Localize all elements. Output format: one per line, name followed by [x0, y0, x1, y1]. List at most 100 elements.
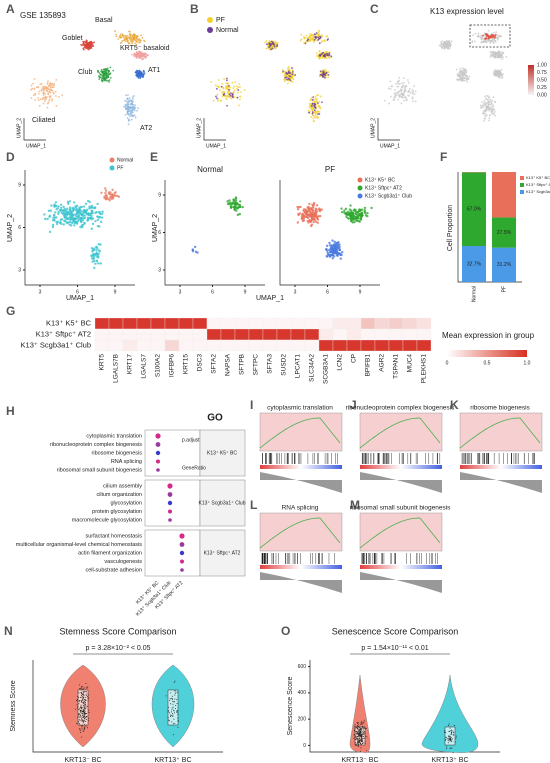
cell-point: [81, 219, 85, 222]
cell-point: [498, 56, 501, 59]
cell-point: [126, 113, 129, 115]
legend-swatch: [357, 177, 363, 183]
cell-point: [226, 202, 230, 206]
jitter-point: [83, 705, 85, 707]
jitter-point: [362, 742, 364, 744]
cell-point: [126, 38, 128, 41]
cell-point: [303, 42, 305, 44]
cell-point: [465, 69, 468, 72]
heat-cell: [164, 339, 180, 352]
jitter-point: [79, 708, 81, 710]
cell-point: [136, 72, 139, 75]
x-tick-label: Normal: [471, 286, 477, 302]
cell-point: [65, 221, 68, 224]
jitter-point: [453, 724, 455, 726]
cell-point: [481, 112, 484, 115]
cell-point: [98, 78, 101, 80]
cell-point: [358, 210, 361, 213]
cell-point: [100, 77, 103, 80]
jitter-point: [82, 719, 84, 721]
cell-point: [216, 87, 218, 90]
cell-point: [104, 191, 107, 195]
cell-point: [327, 71, 330, 74]
heat-cell: [178, 339, 194, 352]
cell-point: [414, 100, 417, 103]
group-box: [199, 529, 246, 577]
gene-label: LPCAT1: [295, 354, 302, 378]
heat-cell: [164, 328, 180, 341]
cell-point: [313, 102, 316, 105]
cell-point: [352, 214, 355, 218]
cell-point: [132, 38, 135, 41]
panel-title: RNA splicing: [282, 505, 319, 512]
jitter-point: [354, 738, 356, 740]
go-term: protein glycosylation: [92, 509, 142, 515]
panel-label: L: [250, 498, 257, 512]
go-term: actin filament organization: [78, 550, 142, 556]
cell-point: [92, 41, 94, 44]
jitter-point: [80, 696, 82, 698]
cell-point: [103, 68, 106, 71]
cell-point: [124, 105, 127, 108]
cell-point: [99, 212, 102, 216]
heat-cell: [290, 328, 306, 341]
cell-point: [73, 201, 76, 204]
jitter-point: [444, 730, 446, 732]
gene-label: SFTA2: [211, 354, 218, 374]
jitter-point: [358, 729, 360, 731]
colorbar-tick: 0.75: [537, 70, 547, 76]
x-tick-label: KRT13⁺ BC: [154, 757, 191, 763]
jitter-point: [447, 739, 449, 741]
jitter-point: [450, 733, 452, 735]
jitter-point: [356, 743, 358, 745]
heat-cell: [276, 317, 292, 330]
gene-label: IGFBP6: [169, 354, 176, 378]
heat-cell: [122, 317, 138, 330]
cell-point: [285, 72, 288, 74]
cell-point: [111, 188, 114, 192]
colorbar-tick: 0.5: [484, 360, 491, 366]
cell-point: [461, 67, 464, 69]
cell-point: [399, 88, 402, 91]
jitter-point: [171, 721, 173, 723]
cell-point: [229, 86, 231, 89]
cell-point: [237, 91, 239, 94]
cell-point: [317, 104, 320, 107]
cell-point: [67, 202, 70, 206]
cell-point: [38, 92, 40, 95]
cell-point: [58, 209, 62, 212]
jitter-point: [452, 752, 454, 754]
cell-point: [89, 213, 92, 216]
legend-swatch: [520, 176, 524, 180]
subtitle: Normal: [197, 165, 223, 174]
cell-point: [309, 102, 312, 105]
cell-point: [237, 104, 240, 107]
jitter-point: [353, 737, 355, 739]
cell-point: [485, 108, 488, 111]
cell-point: [488, 96, 491, 99]
cell-point: [495, 69, 498, 72]
cell-point: [100, 216, 104, 219]
jitter-point: [82, 717, 84, 719]
jitter-point: [84, 707, 86, 709]
jitter-point: [81, 685, 83, 687]
cell-point: [98, 72, 101, 74]
cell-point: [317, 39, 320, 41]
cell-point: [221, 91, 223, 94]
cell-point: [312, 117, 315, 120]
cell-point: [313, 109, 316, 112]
jitter-point: [358, 726, 360, 728]
x-tick-label: 6: [76, 289, 79, 295]
cell-point: [215, 95, 217, 98]
jitter-point: [87, 705, 89, 707]
cell-point: [98, 75, 100, 77]
cell-point: [446, 40, 449, 43]
cell-point: [96, 218, 100, 222]
cell-point: [41, 87, 44, 89]
jitter-point: [450, 737, 452, 739]
jitter-point: [362, 738, 364, 740]
cell-point: [62, 223, 65, 226]
cell-point: [145, 55, 148, 58]
x-tick-label: KRT13⁻ BC: [341, 757, 378, 763]
x-tick-label: KRT13⁺ BC: [431, 757, 468, 763]
